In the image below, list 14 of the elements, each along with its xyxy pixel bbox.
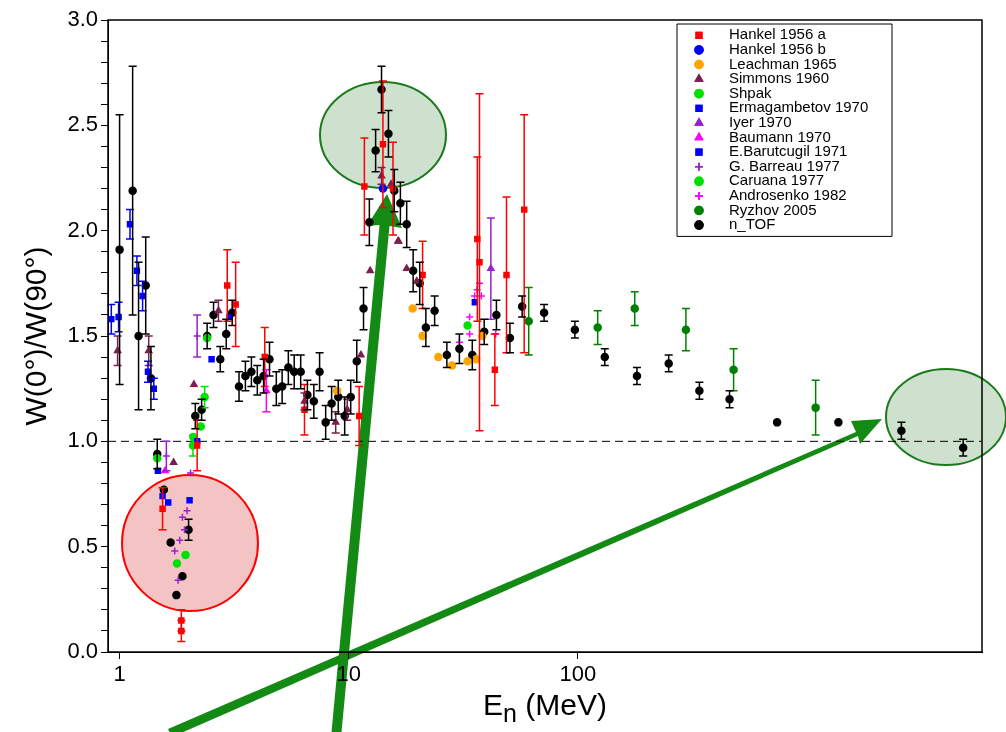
y-tick-label: 0.0 xyxy=(67,638,98,664)
x-tick-label: 1 xyxy=(113,661,126,687)
y-tick-label: 0.5 xyxy=(67,532,98,558)
x-tick-label: 100 xyxy=(559,661,597,687)
x-axis-title: E$_{n}$ (MeV) xyxy=(483,688,607,728)
legend-label: E.Barutcugil 1971 xyxy=(729,142,848,160)
legend-label: Hankel 1956 a xyxy=(729,25,827,43)
y-tick-label: 2.5 xyxy=(67,111,98,137)
legend-label: Caruana 1977 xyxy=(729,171,825,189)
y-tick-label: 2.0 xyxy=(67,216,98,242)
y-axis-title: W(0°)/W(90°) xyxy=(19,246,53,426)
y-tick-label: 3.0 xyxy=(67,6,98,32)
y-tick-label: 1.0 xyxy=(67,427,98,453)
y-tick-label: 1.5 xyxy=(67,322,98,348)
